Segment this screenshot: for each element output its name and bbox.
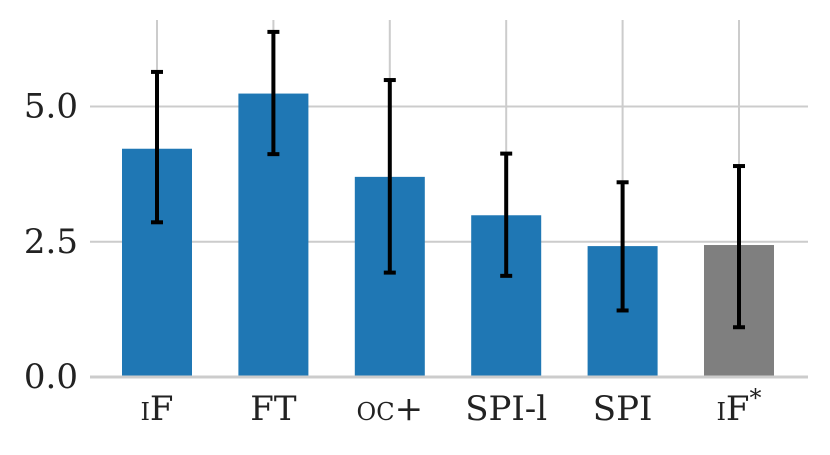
y-tick-label: 5.0 — [24, 87, 78, 127]
x-tick-label: iF* — [716, 384, 761, 429]
error-bar-0 — [151, 69, 163, 225]
error-bar-4 — [616, 180, 629, 313]
error-bar-1 — [267, 29, 280, 157]
x-tick-label: FT — [250, 389, 297, 429]
y-tick-label: 0.0 — [24, 357, 78, 397]
y-tick-label: 2.5 — [24, 222, 78, 262]
x-axis-tick-labels: iF FT oc+ SPI-l SPI iF* — [140, 384, 761, 429]
error-bars — [151, 29, 745, 330]
x-tick-label: SPI — [593, 389, 653, 429]
x-tick-label: oc+ — [357, 389, 424, 429]
error-bar-5 — [733, 164, 745, 330]
error-bar-2 — [383, 78, 396, 275]
x-tick-label: iF — [140, 389, 173, 429]
x-tick-label: SPI-l — [465, 389, 547, 429]
y-axis-tick-labels: 0.0 2.5 5.0 — [24, 87, 78, 397]
grid-lines — [90, 20, 808, 377]
error-bar-3 — [500, 151, 513, 278]
bars — [122, 93, 774, 378]
